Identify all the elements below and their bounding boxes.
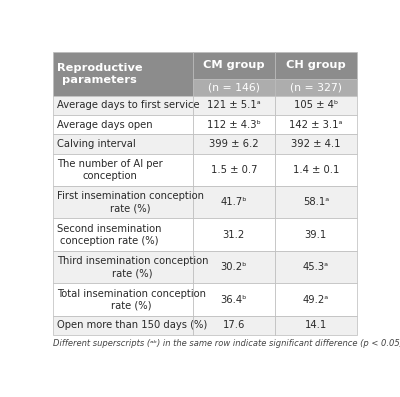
Text: 1.4 ± 0.1: 1.4 ± 0.1	[293, 165, 339, 175]
Text: Calving interval: Calving interval	[57, 139, 136, 149]
Text: The number of AI per
conception: The number of AI per conception	[57, 159, 162, 181]
Bar	[53, 316, 193, 335]
Text: 142 ± 3.1ᵃ: 142 ± 3.1ᵃ	[289, 119, 343, 130]
Bar	[53, 154, 193, 186]
Bar	[275, 218, 357, 251]
Bar	[275, 115, 357, 134]
Text: Reproductive
parameters: Reproductive parameters	[57, 63, 142, 85]
Text: 399 ± 6.2: 399 ± 6.2	[209, 139, 259, 149]
Bar	[275, 316, 357, 335]
Text: Different superscripts (ᵃᵇ) in the same row indicate significant difference (p <: Different superscripts (ᵃᵇ) in the same …	[53, 339, 400, 348]
Text: Total insemination conception
rate (%): Total insemination conception rate (%)	[57, 289, 206, 310]
Text: First insemination conception
rate (%): First insemination conception rate (%)	[57, 191, 204, 213]
Bar	[193, 52, 275, 79]
Bar	[275, 96, 357, 115]
Text: 392 ± 4.1: 392 ± 4.1	[291, 139, 341, 149]
Text: 49.2ᵃ: 49.2ᵃ	[303, 295, 329, 304]
Bar	[193, 251, 275, 283]
Bar	[53, 52, 193, 96]
Bar	[275, 283, 357, 316]
Bar	[275, 251, 357, 283]
Bar	[193, 186, 275, 218]
Bar	[193, 316, 275, 335]
Text: 45.3ᵃ: 45.3ᵃ	[303, 262, 329, 272]
Bar	[53, 134, 193, 154]
Bar	[193, 218, 275, 251]
Text: CH group: CH group	[286, 60, 346, 70]
Text: 30.2ᵇ: 30.2ᵇ	[221, 262, 247, 272]
Bar	[53, 251, 193, 283]
Bar	[193, 283, 275, 316]
Bar	[275, 154, 357, 186]
Text: 39.1: 39.1	[305, 229, 327, 240]
Bar	[275, 134, 357, 154]
Text: Average days open: Average days open	[57, 119, 152, 130]
Text: Third insemination conception
rate (%): Third insemination conception rate (%)	[57, 256, 208, 278]
Text: 36.4ᵇ: 36.4ᵇ	[221, 295, 247, 304]
Bar	[53, 218, 193, 251]
Bar	[53, 115, 193, 134]
Text: (n = 327): (n = 327)	[290, 82, 342, 92]
Bar	[193, 96, 275, 115]
Text: 1.5 ± 0.7: 1.5 ± 0.7	[211, 165, 257, 175]
Text: CM group: CM group	[203, 60, 265, 70]
Text: 58.1ᵃ: 58.1ᵃ	[303, 197, 329, 207]
Bar	[193, 115, 275, 134]
Bar	[193, 79, 275, 96]
Text: 14.1: 14.1	[305, 320, 327, 330]
Text: Average days to first service: Average days to first service	[57, 100, 200, 110]
Text: Open more than 150 days (%): Open more than 150 days (%)	[57, 320, 207, 330]
Text: 121 ± 5.1ᵃ: 121 ± 5.1ᵃ	[207, 100, 261, 110]
Text: 112 ± 4.3ᵇ: 112 ± 4.3ᵇ	[207, 119, 261, 130]
Text: 17.6: 17.6	[223, 320, 245, 330]
Text: 41.7ᵇ: 41.7ᵇ	[220, 197, 247, 207]
Bar	[193, 154, 275, 186]
Text: (n = 146): (n = 146)	[208, 82, 260, 92]
Bar	[53, 96, 193, 115]
Text: 105 ± 4ᵇ: 105 ± 4ᵇ	[294, 100, 338, 110]
Text: 31.2: 31.2	[223, 229, 245, 240]
Text: Second insemination
conception rate (%): Second insemination conception rate (%)	[57, 224, 161, 246]
Bar	[275, 186, 357, 218]
Bar	[193, 134, 275, 154]
Bar	[53, 283, 193, 316]
Bar	[275, 79, 357, 96]
Bar	[275, 52, 357, 79]
Bar	[53, 186, 193, 218]
